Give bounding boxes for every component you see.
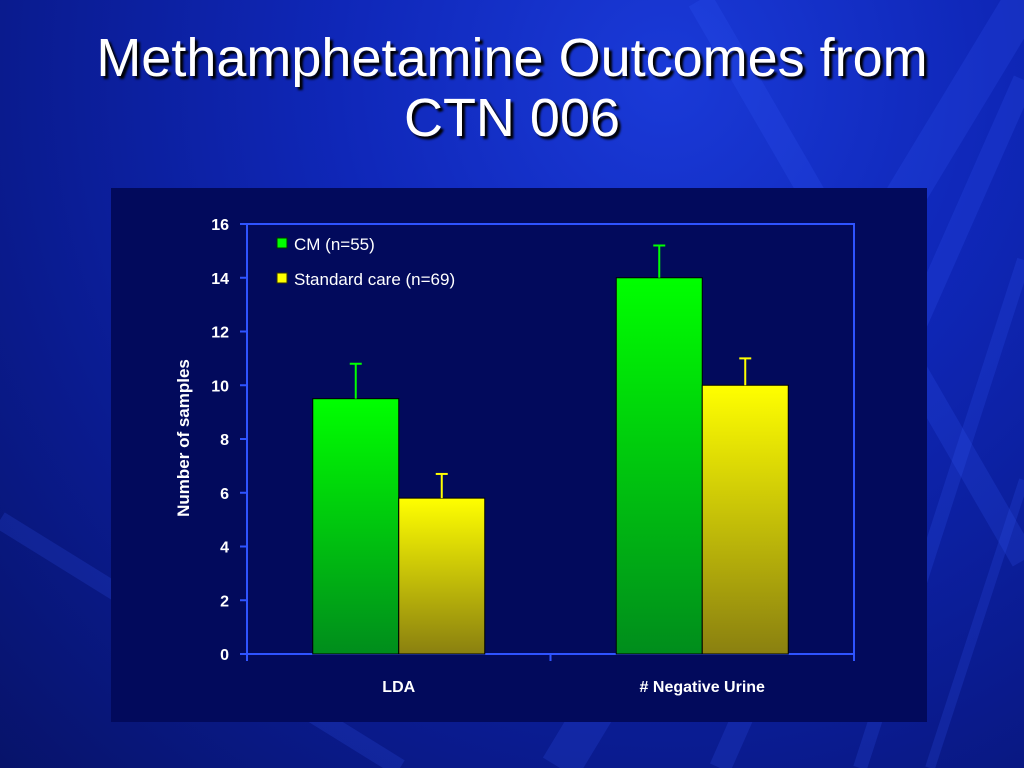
legend-swatch-cm xyxy=(276,237,288,249)
y-tick-label-7: 14 xyxy=(211,271,229,288)
x-category-label-0: LDA xyxy=(382,679,415,696)
bar-standard-1 xyxy=(701,384,789,655)
legend-swatch-standard xyxy=(276,272,288,284)
y-axis-title: Number of samples xyxy=(174,359,193,517)
error-bars xyxy=(349,244,752,499)
bar-standard-0 xyxy=(398,497,486,655)
y-tick-label-5: 10 xyxy=(211,378,229,395)
legend: CM (n=55) Standard care (n=69) xyxy=(276,235,455,289)
bar-cm-0 xyxy=(312,398,400,655)
y-tick-label-1: 2 xyxy=(220,593,229,610)
y-tick-label-6: 12 xyxy=(211,325,229,342)
category-labels: LDA # Negative Urine xyxy=(382,679,765,696)
bar-cm-1 xyxy=(615,277,703,655)
bar-chart: 0 2 4 6 8 10 12 14 16 LDA # Negative Urine Number… xyxy=(174,217,855,696)
y-tick-label-4: 8 xyxy=(220,432,229,449)
y-tick-label-2: 4 xyxy=(220,540,229,557)
slide-title: Methamphetamine Outcomes from CTN 006 xyxy=(96,28,928,148)
y-tick-label-3: 6 xyxy=(220,486,229,503)
legend-label-standard: Standard care (n=69) xyxy=(294,270,455,289)
bars xyxy=(312,277,789,655)
x-axis xyxy=(246,654,855,661)
y-tick-label-8: 16 xyxy=(211,217,229,234)
legend-label-cm: CM (n=55) xyxy=(294,235,375,254)
y-axis: 0 2 4 6 8 10 12 14 16 xyxy=(211,217,247,664)
y-tick-label-0: 0 xyxy=(220,647,229,664)
chart-panel: 0 2 4 6 8 10 12 14 16 LDA # Negative Urine Number… xyxy=(111,188,927,722)
x-category-label-1: # Negative Urine xyxy=(640,679,765,696)
